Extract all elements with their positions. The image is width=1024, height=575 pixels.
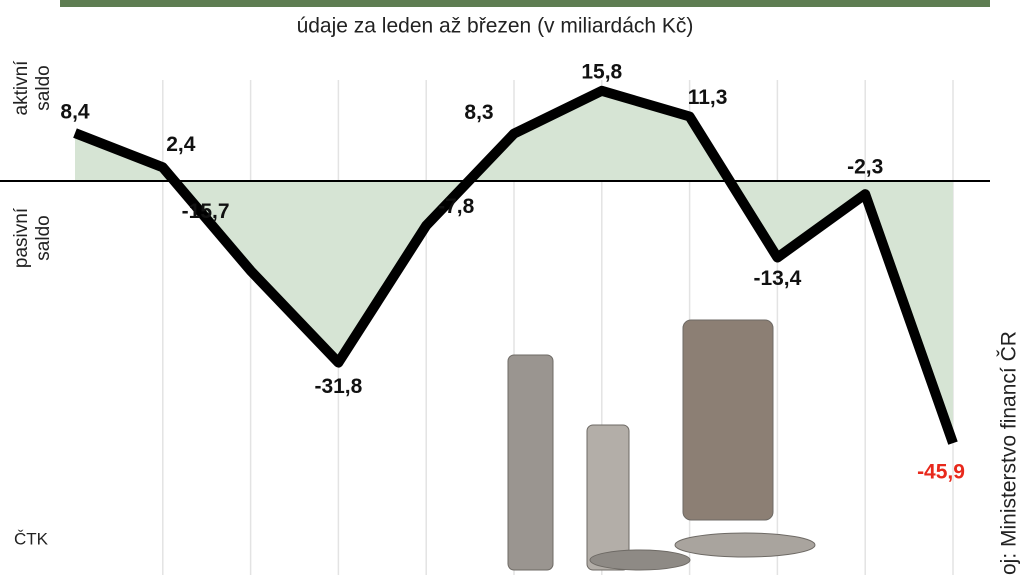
positive-label-line: saldo: [33, 65, 54, 110]
positive-label: aktivní saldo: [11, 60, 54, 116]
value-label: 15,8: [581, 60, 622, 83]
negative-label-line: pasivní: [11, 207, 32, 268]
value-label: 8,3: [464, 101, 493, 124]
chart-subtitle: údaje za leden až březen (v miliardách K…: [297, 15, 694, 38]
value-label: 2,4: [166, 133, 196, 156]
value-label: -31,8: [314, 375, 362, 398]
source: oj: Ministerstvo financí ČR: [998, 331, 1021, 575]
positive-label-line: aktivní: [11, 60, 32, 116]
plot: 8,4 2,4 -15,7 -31,8 -7,8 8,3 15,8 11,3 -13,4 -2,3…: [0, 60, 990, 575]
value-label: -2,3: [847, 156, 883, 179]
negative-label-line: saldo: [33, 215, 54, 260]
value-label: -13,4: [753, 267, 801, 290]
negative-label: pasivní saldo: [11, 207, 54, 268]
credit: ČTK: [14, 529, 49, 548]
value-label: 8,4: [60, 101, 90, 124]
header-bar: [60, 0, 990, 7]
coins: [507, 319, 816, 571]
value-label: -15,7: [182, 200, 230, 223]
value-label: -7,8: [438, 195, 475, 218]
value-label: -45,9: [917, 461, 965, 484]
line: [73, 85, 958, 445]
value-label: 11,3: [688, 86, 728, 109]
